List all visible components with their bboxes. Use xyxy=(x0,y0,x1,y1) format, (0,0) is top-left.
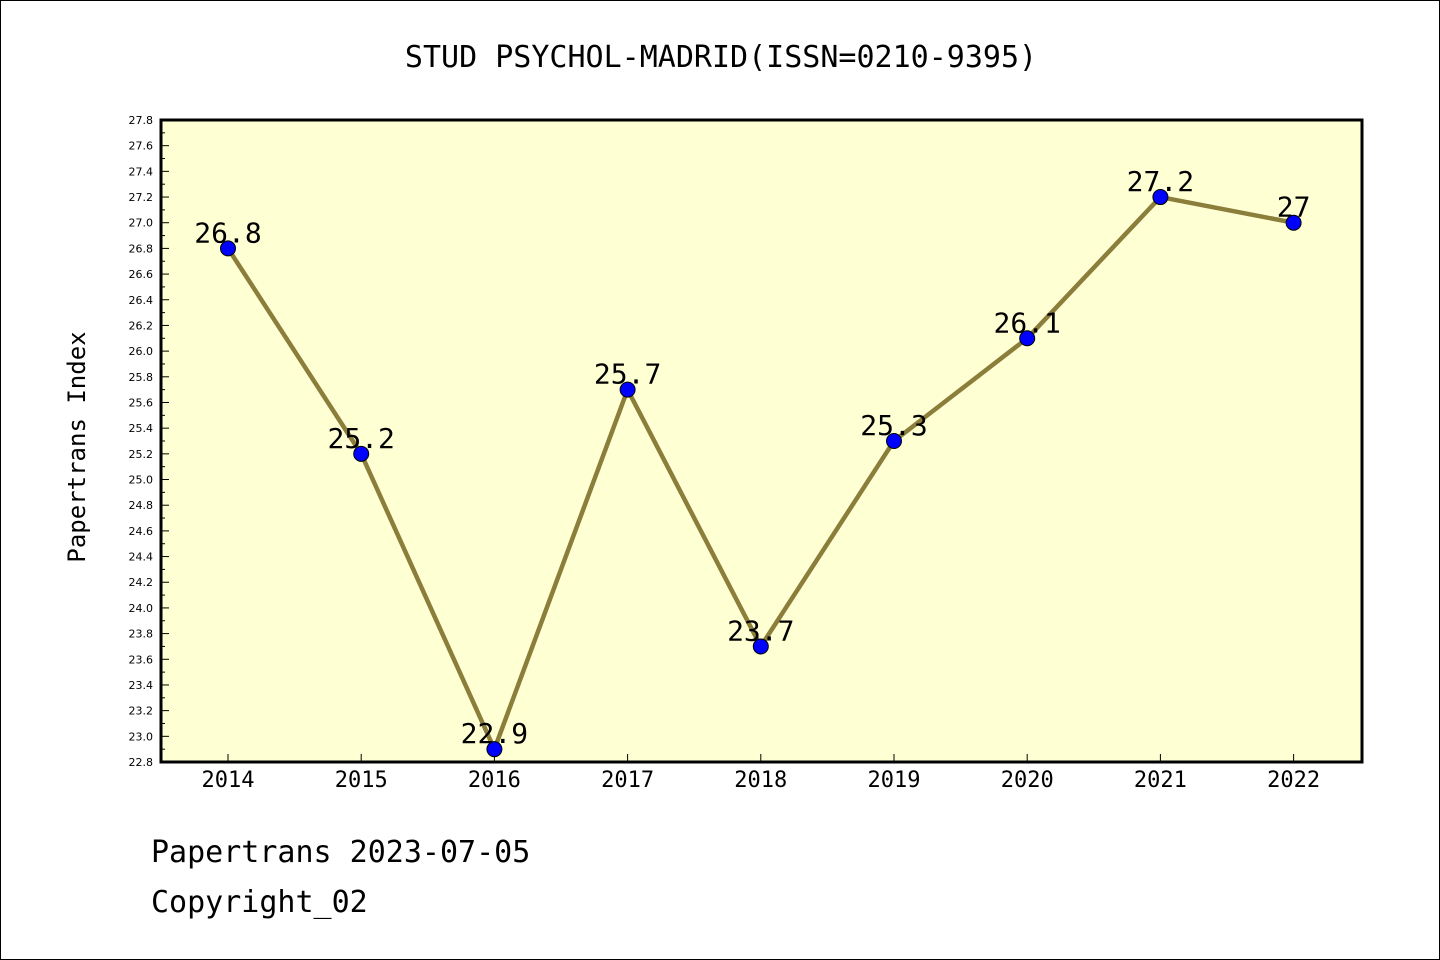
y-tick-label: 27.2 xyxy=(129,191,154,204)
y-tick-label: 24.6 xyxy=(129,525,154,538)
data-label: 26.8 xyxy=(194,216,261,249)
data-point xyxy=(486,741,503,758)
y-tick-label: 27.6 xyxy=(129,140,154,153)
data-point xyxy=(1019,330,1036,347)
x-tick-label: 2020 xyxy=(1001,768,1054,793)
y-tick-label: 26.6 xyxy=(129,268,154,281)
y-tick-label: 24.2 xyxy=(129,576,154,589)
x-axis: 2014 2015 2016 2017 2018 2019 2020 2021 2022 xyxy=(202,754,1320,793)
y-tick-label: 24.8 xyxy=(129,499,154,512)
y-tick-label: 26.4 xyxy=(129,294,154,307)
y-tick-label: 23.8 xyxy=(129,628,154,641)
data-point xyxy=(886,433,902,449)
y-tick-label: 25.2 xyxy=(129,448,154,461)
data-point xyxy=(752,638,769,655)
data-label: 27.2 xyxy=(1127,165,1194,198)
y-tick-label: 23.0 xyxy=(129,730,154,743)
chart-title: STUD PSYCHOL-MADRID(ISSN=0210-9395) xyxy=(405,40,1037,75)
data-label: 26.1 xyxy=(993,306,1060,339)
x-tick-label: 2018 xyxy=(734,768,787,793)
footer-stamp: Papertrans 2023-07-05 xyxy=(151,835,531,870)
y-tick-label: 27.0 xyxy=(129,217,154,230)
data-label: 25.3 xyxy=(860,409,927,442)
data-point xyxy=(353,445,370,462)
y-tick-label: 26.0 xyxy=(129,345,154,358)
data-label: 23.7 xyxy=(727,614,794,647)
y-tick-label: 25.8 xyxy=(129,371,154,384)
x-tick-label: 2022 xyxy=(1267,768,1320,793)
y-tick-label: 26.2 xyxy=(129,319,154,332)
x-tick-label: 2016 xyxy=(468,768,521,793)
series-line: 26.8 25.2 22.9 25.7 23.7 25.3 26.1 27.2 27 xyxy=(194,165,1311,758)
y-tick-label: 23.4 xyxy=(129,679,154,692)
plot-border xyxy=(159,118,1364,764)
y-tick-label: 25.4 xyxy=(129,422,154,435)
y-tick-label: 22.8 xyxy=(129,756,154,769)
data-label: 27 xyxy=(1277,191,1311,224)
data-label: 22.9 xyxy=(461,717,528,750)
y-axis-label: Papertrans Index xyxy=(63,331,91,562)
y-tick-label: 23.2 xyxy=(129,705,154,718)
y-tick-label: 26.8 xyxy=(129,242,154,255)
y-tick-label: 25.6 xyxy=(129,396,154,409)
y-axis: 22.8 23.0 23.2 23.4 23.6 23.8 24.0 24.2 24.4 24.6… xyxy=(129,114,169,769)
x-tick-label: 2015 xyxy=(335,768,388,793)
y-tick-label: 24.4 xyxy=(129,551,154,564)
y-tick-label: 27.4 xyxy=(129,165,154,178)
data-point xyxy=(1285,214,1302,231)
data-point xyxy=(1152,189,1169,206)
data-label: 25.7 xyxy=(594,358,661,391)
y-tick-label: 23.6 xyxy=(129,653,154,666)
y-tick-label: 25.0 xyxy=(129,474,154,487)
plot-area xyxy=(161,120,1362,762)
x-tick-label: 2017 xyxy=(601,768,654,793)
x-tick-label: 2019 xyxy=(868,768,921,793)
x-tick-label: 2021 xyxy=(1134,768,1187,793)
x-tick-label: 2014 xyxy=(202,768,255,793)
data-point xyxy=(220,240,236,257)
data-point xyxy=(619,381,636,398)
y-tick-label: 27.8 xyxy=(129,114,154,127)
data-label: 25.2 xyxy=(327,422,394,455)
footer-copyright: Copyright_02 xyxy=(151,885,368,920)
y-tick-label: 24.0 xyxy=(129,602,154,615)
